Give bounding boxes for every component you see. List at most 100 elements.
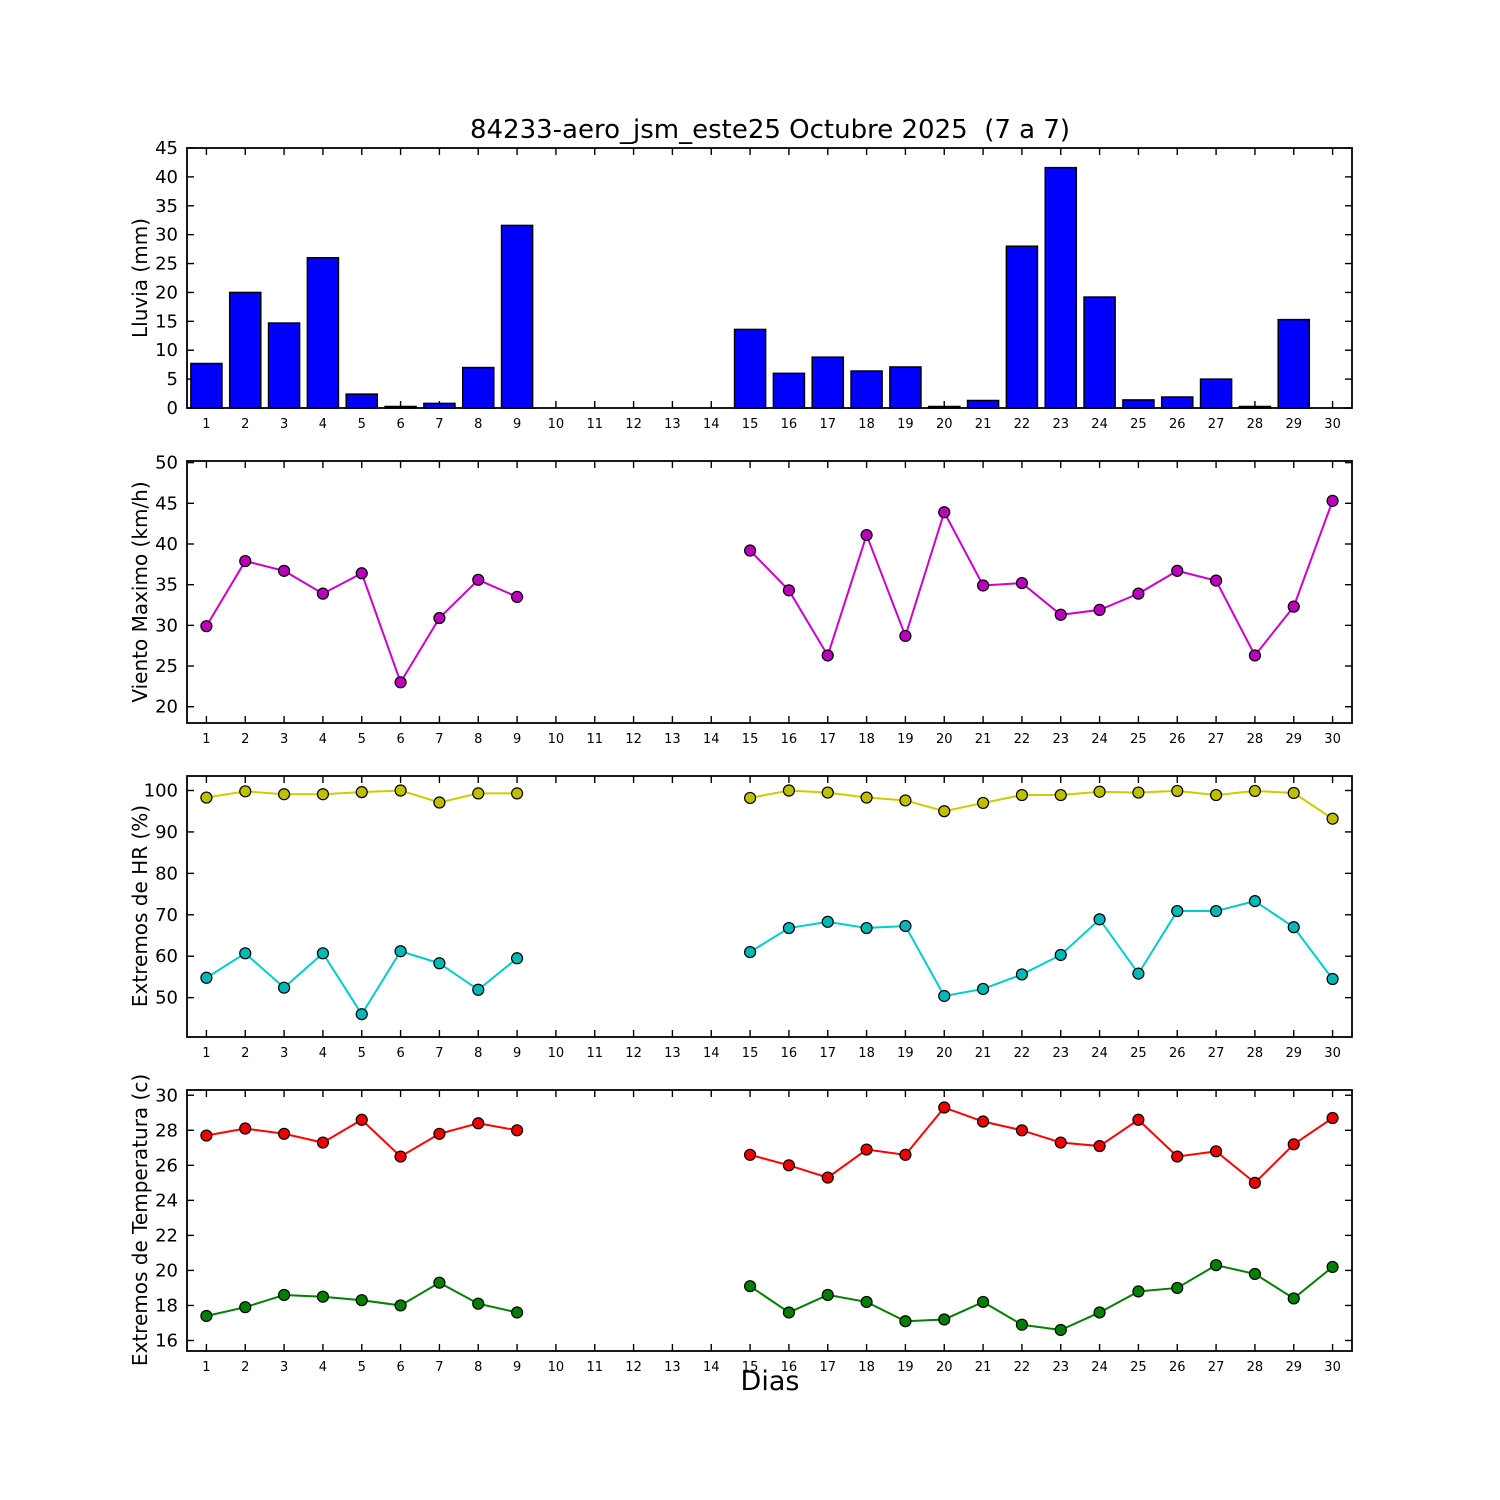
x-tick-label: 19 [897,1360,914,1375]
bar-lluvia [306,257,340,409]
x-tick-label: 18 [858,732,875,747]
x-tick-label: 30 [1324,1360,1341,1375]
bar-lluvia [966,399,1000,409]
y-tick-label: 50 [155,453,178,474]
marker-viento-maximo [355,567,368,580]
y-tick-label: 5 [167,369,178,390]
x-tick-label: 14 [703,1046,720,1061]
bar-lluvia [850,370,883,409]
x-tick-label: 11 [586,1046,603,1061]
x-axis-label: Dias [740,1366,800,1397]
x-tick-label: 7 [435,732,443,747]
x-tick-label: 15 [742,732,759,747]
marker-hr-maxima [860,791,873,804]
x-tick-label: 15 [742,417,759,432]
x-tick-label: 7 [435,417,443,432]
x-tick-label: 20 [936,1046,953,1061]
marker-hr-maxima [938,805,951,818]
marker-hr-maxima [1248,784,1262,798]
marker-temperatura-minima [1093,1306,1106,1319]
marker-temperatura-minima [433,1276,446,1289]
marker-hr-maxima [394,784,407,797]
x-tick-label: 26 [1169,1046,1186,1061]
x-tick-label: 10 [548,1046,565,1061]
marker-viento-maximo [1326,494,1339,507]
x-tick-label: 6 [396,417,404,432]
marker-temperatura-maxima [1209,1145,1223,1158]
marker-hr-minima [1171,904,1184,918]
marker-hr-minima [743,945,757,959]
x-tick-label: 11 [586,1360,603,1375]
marker-temperatura-maxima [1248,1176,1262,1189]
x-tick-label: 20 [936,417,953,432]
x-tick-label: 8 [474,1046,482,1061]
x-tick-label: 7 [435,1046,443,1061]
x-tick-label: 4 [319,417,327,432]
bar-lluvia [889,366,922,409]
marker-hr-minima [1287,921,1300,934]
x-tick-label: 23 [1052,732,1069,747]
bar-lluvia [1083,296,1116,409]
y-tick-label: 80 [155,863,178,884]
x-tick-label: 28 [1247,417,1264,432]
marker-temperatura-maxima [1287,1138,1300,1151]
bar-lluvia [267,322,301,409]
x-tick-label: 7 [435,1360,443,1375]
x-tick-label: 19 [897,732,914,747]
y-tick-label: 30 [155,225,178,246]
line-hr-maxima [749,789,1334,820]
bar-lluvia [1122,399,1155,409]
bar-lluvia [1044,166,1078,409]
x-tick-label: 29 [1285,417,1302,432]
line-hr-minima [749,900,1334,998]
x-tick-label: 16 [781,1046,798,1061]
marker-viento-maximo [200,620,213,633]
marker-viento-maximo [433,611,446,625]
marker-hr-maxima [821,786,834,799]
marker-hr-minima [1093,913,1106,926]
marker-temperatura-minima [510,1306,524,1319]
marker-hr-maxima [782,784,796,797]
x-tick-label: 25 [1130,732,1147,747]
marker-viento-maximo [938,506,951,519]
x-tick-label: 26 [1169,732,1186,747]
x-tick-label: 2 [241,1046,249,1061]
marker-temperatura-minima [394,1299,407,1312]
x-tick-label: 19 [897,1046,914,1061]
marker-temperatura-maxima [316,1136,330,1149]
y-tick-label: 40 [155,534,178,555]
axes-frame [186,147,1353,409]
marker-hr-minima [433,957,446,970]
marker-hr-maxima [976,796,990,810]
marker-hr-maxima [239,785,252,798]
x-tick-label: 22 [1014,1360,1031,1375]
marker-temperatura-maxima [938,1101,951,1114]
marker-hr-maxima [899,794,912,807]
x-tick-label: 10 [548,1360,565,1375]
x-tick-label: 4 [319,1046,327,1061]
y-tick-label: 0 [167,398,178,419]
y-tick-label: 40 [155,167,178,188]
marker-temperatura-maxima [472,1117,485,1130]
x-tick-label: 21 [975,1360,992,1375]
x-tick-label: 9 [513,1046,521,1061]
marker-hr-minima [899,919,912,933]
x-tick-label: 23 [1052,417,1069,432]
y-tick-label: 30 [155,1085,178,1106]
marker-viento-maximo [472,573,485,586]
bar-lluvia [1277,318,1311,409]
x-tick-label: 29 [1285,1046,1302,1061]
marker-viento-maximo [1171,564,1184,577]
x-tick-label: 17 [819,1360,836,1375]
x-tick-label: 2 [241,732,249,747]
x-tick-label: 11 [586,417,603,432]
x-tick-label: 20 [936,732,953,747]
x-tick-label: 14 [703,732,720,747]
marker-temperatura-minima [976,1295,990,1309]
y-tick-label: 100 [144,781,178,802]
x-tick-label: 23 [1052,1360,1069,1375]
marker-hr-maxima [1054,788,1067,802]
x-tick-label: 22 [1014,732,1031,747]
marker-viento-maximo [1248,649,1262,662]
